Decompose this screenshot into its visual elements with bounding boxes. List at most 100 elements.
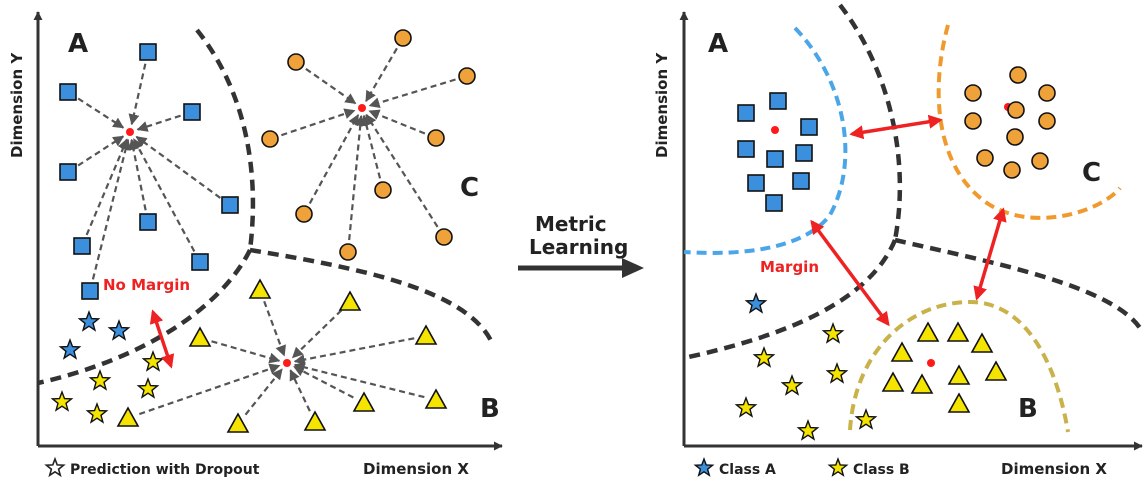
blue-square-icon bbox=[769, 92, 787, 110]
pull-arrow bbox=[136, 114, 181, 132]
left-label-a: A bbox=[68, 29, 88, 59]
pull-arrow bbox=[85, 138, 129, 236]
orange-circle-icon bbox=[964, 112, 982, 130]
yellow-star-icon bbox=[780, 374, 804, 396]
pull-arrow bbox=[365, 113, 439, 228]
pull-arrow bbox=[77, 97, 125, 129]
blue-square-icon bbox=[795, 144, 813, 162]
right-data-points bbox=[734, 66, 1056, 441]
yellow-star-icon bbox=[141, 350, 165, 372]
right-label-a: A bbox=[708, 29, 728, 59]
orange-circle-icon bbox=[1031, 152, 1049, 170]
orange-circle-icon bbox=[261, 130, 279, 148]
yellow-star-icon bbox=[88, 369, 112, 391]
left-label-c: C bbox=[460, 173, 479, 203]
left-x-axis-label: Dimension X bbox=[363, 460, 469, 478]
pull-arrow bbox=[348, 114, 366, 241]
blue-star-icon bbox=[744, 292, 768, 314]
yellow-star-icon bbox=[752, 346, 776, 368]
left-center-a bbox=[126, 128, 134, 136]
blue-star-icon bbox=[693, 456, 715, 477]
blue-star-icon bbox=[58, 338, 82, 360]
legend-dropout: Prediction with Dropout bbox=[44, 456, 260, 478]
blue-square-icon bbox=[765, 194, 783, 212]
yellow-triangle-icon bbox=[414, 324, 438, 345]
right-center-b bbox=[927, 359, 935, 367]
yellow-star-icon bbox=[50, 390, 74, 412]
orange-circle-icon bbox=[964, 84, 982, 102]
blue-square-icon bbox=[139, 213, 157, 231]
left-no-margin-arrow bbox=[149, 309, 175, 369]
blue-square-icon bbox=[747, 174, 765, 192]
orange-circle-icon bbox=[1038, 84, 1056, 102]
pull-arrow bbox=[293, 361, 425, 399]
yellow-triangle-icon bbox=[226, 412, 250, 433]
yellow-triangle-icon bbox=[338, 290, 362, 311]
orange-circle-icon bbox=[1009, 66, 1027, 84]
blue-square-icon bbox=[183, 103, 201, 121]
pull-arrow bbox=[244, 368, 283, 416]
legend-class-b-label: Class B bbox=[853, 462, 910, 478]
left-label-b: B bbox=[480, 394, 500, 424]
right-class-a-boundary bbox=[683, 26, 848, 255]
orange-circle-icon bbox=[976, 149, 994, 167]
left-boundary-bc bbox=[249, 247, 496, 346]
yellow-triangle-icon bbox=[984, 360, 1008, 381]
yellow-triangle-icon bbox=[910, 373, 934, 394]
yellow-star-icon bbox=[734, 396, 758, 418]
yellow-triangle-icon bbox=[916, 321, 940, 342]
pull-arrow bbox=[361, 114, 382, 179]
yellow-triangle-icon bbox=[303, 410, 327, 431]
blue-square-icon bbox=[81, 282, 99, 300]
yellow-star-icon bbox=[854, 408, 878, 430]
pull-arrow bbox=[132, 138, 196, 252]
pull-arrow bbox=[128, 63, 147, 126]
pull-arrow bbox=[135, 135, 221, 199]
blue-square-icon bbox=[139, 43, 157, 61]
yellow-triangle-icon bbox=[248, 278, 272, 299]
legend-dropout-label: Prediction with Dropout bbox=[70, 462, 260, 478]
orange-circle-icon bbox=[435, 228, 453, 246]
left-y-axis-label: Dimension Y bbox=[8, 52, 26, 158]
yellow-star-icon bbox=[85, 402, 109, 424]
blue-star-icon bbox=[77, 310, 101, 332]
metric-learning-line2: Learning bbox=[529, 235, 628, 259]
yellow-triangle-icon bbox=[947, 364, 971, 385]
orange-circle-icon bbox=[1007, 101, 1025, 119]
pull-arrow bbox=[138, 363, 281, 416]
pull-arrow bbox=[291, 309, 343, 359]
metric-learning-transition: Metric Learning bbox=[518, 212, 644, 278]
pull-arrow bbox=[368, 78, 456, 109]
blue-square-icon bbox=[737, 104, 755, 122]
yellow-star-icon bbox=[821, 322, 845, 344]
right-center-a bbox=[771, 126, 779, 134]
yellow-triangle-icon bbox=[424, 388, 448, 409]
outline-star-icon bbox=[44, 456, 66, 478]
pull-arrow bbox=[368, 109, 426, 135]
right-margin-arrow-ab bbox=[810, 219, 890, 327]
yellow-star-icon bbox=[827, 456, 849, 477]
right-panel: A C B Margin Dimension Y Dimension X Cla… bbox=[653, 3, 1143, 478]
orange-circle-icon bbox=[287, 53, 305, 71]
blue-square-icon bbox=[792, 172, 810, 190]
metric-learning-line1: Metric bbox=[535, 212, 607, 236]
legend-class-a-label: Class A bbox=[719, 462, 776, 478]
left-boundary-ab bbox=[37, 248, 253, 386]
right-class-b-boundary bbox=[848, 299, 1070, 433]
right-margin-label: Margin bbox=[760, 258, 819, 276]
blue-square-icon bbox=[766, 150, 784, 168]
left-panel: A C B No Margin Dimension Y Dimension X … bbox=[8, 11, 503, 478]
blue-square-icon bbox=[221, 196, 239, 214]
right-x-axis-label: Dimension X bbox=[1001, 460, 1107, 478]
orange-circle-icon bbox=[427, 129, 445, 147]
right-label-b: B bbox=[1018, 394, 1038, 424]
yellow-triangle-icon bbox=[890, 341, 914, 362]
pull-arrow bbox=[308, 114, 360, 205]
left-pull-arrows bbox=[77, 47, 456, 416]
pull-arrow bbox=[211, 340, 281, 364]
pull-arrow bbox=[365, 47, 398, 103]
orange-circle-icon bbox=[374, 181, 392, 199]
orange-circle-icon bbox=[295, 205, 313, 223]
metric-learning-arrowhead bbox=[622, 258, 644, 278]
right-label-c: C bbox=[1082, 158, 1101, 188]
